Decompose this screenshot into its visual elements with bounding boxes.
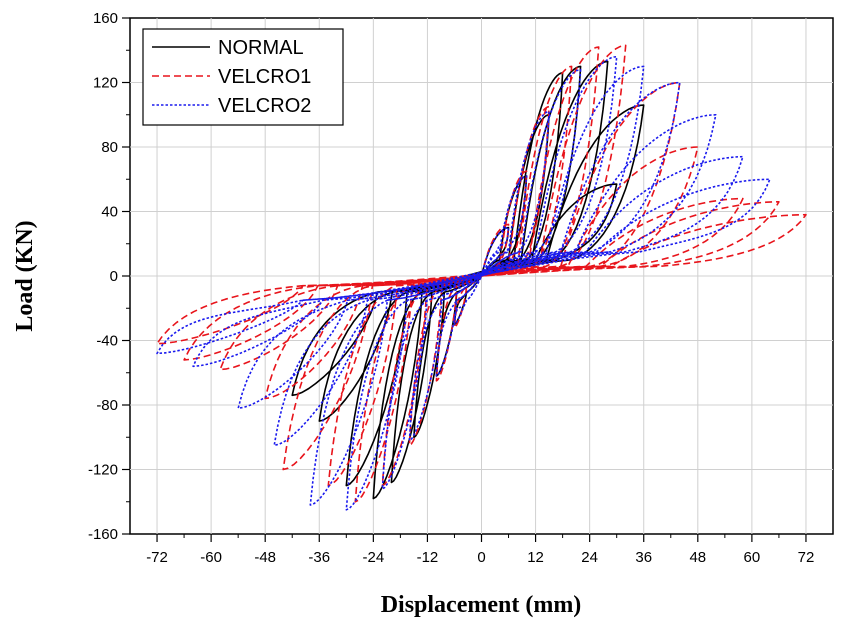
- x-tick-label: 12: [527, 549, 544, 566]
- legend-label-velcro2: VELCRO2: [218, 95, 311, 117]
- axes: -72 -60 -48 -36 -24 -12 0 12 24 36 48 60 72-160-120-…: [88, 10, 814, 566]
- y-tick-label: -80: [96, 397, 118, 414]
- y-tick-label: 120: [93, 75, 118, 92]
- x-tick-label: 36: [635, 549, 652, 566]
- legend-label-velcro1: VELCRO1: [218, 66, 311, 88]
- y-tick-label: 0: [110, 268, 118, 285]
- x-tick-label: 0: [477, 549, 485, 566]
- legend-box: [142, 28, 344, 126]
- x-tick-label: -48: [254, 549, 276, 566]
- x-tick-label: 48: [689, 549, 706, 566]
- x-tick-label: -12: [417, 549, 439, 566]
- x-tick-label: -72: [146, 549, 168, 566]
- y-axis-title: Load (KN): [12, 220, 38, 331]
- legend: NORMAL VELCRO1 VELCRO2: [142, 28, 344, 126]
- y-tick-label: 80: [101, 139, 118, 156]
- x-tick-label: 72: [798, 549, 815, 566]
- y-tick-label: -120: [88, 462, 118, 479]
- x-tick-label: -60: [200, 549, 222, 566]
- series-layer: [156, 44, 807, 511]
- y-tick-label: 40: [101, 204, 118, 221]
- y-tick-label: -160: [88, 526, 118, 543]
- y-tick-label: -40: [96, 333, 118, 350]
- series-line-velcro2: [156, 55, 771, 511]
- x-tick-label: 60: [744, 549, 761, 566]
- y-tick-label: 160: [93, 10, 118, 27]
- x-tick-label: -36: [308, 549, 330, 566]
- x-axis-title: Displacement (mm): [381, 592, 582, 618]
- legend-label-normal: NORMAL: [218, 37, 304, 59]
- x-tick-label: 24: [581, 549, 598, 566]
- x-tick-label: -24: [363, 549, 385, 566]
